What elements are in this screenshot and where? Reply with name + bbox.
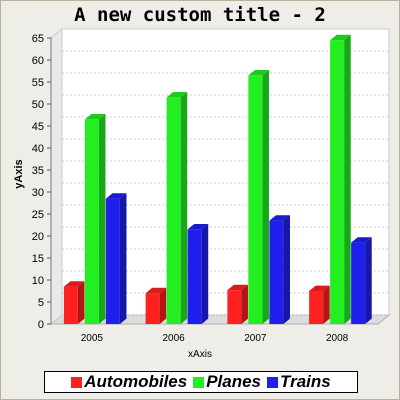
y-tick-label: 55 [32,77,44,89]
y-tick-label: 60 [32,55,44,67]
x-tick-label: 2008 [326,333,349,344]
bar-trains-2008 [351,237,372,324]
y-tick-label: 25 [32,209,44,221]
bar-planes-2007 [248,70,269,325]
bar-trains-2007 [269,215,290,324]
bar-planes-2006 [166,92,188,325]
y-tick-label: 15 [32,253,44,265]
bar-automobiles-2007 [227,284,248,324]
bar-automobiles-2008 [309,285,330,324]
y-tick-label: 45 [32,121,44,133]
legend-label-trains: Trains [280,372,331,391]
x-tick-label: 2007 [244,333,267,344]
chart-title: A new custom title - 2 [74,4,326,26]
legend-label-planes: Planes [206,372,262,391]
bar-trains-2006 [187,224,209,324]
legend-swatch-planes [193,376,205,388]
y-tick-label: 10 [32,275,44,287]
bar-planes-2008 [330,34,351,325]
legend-item-planes: Planes [193,372,261,392]
bar-planes-2005 [84,114,106,325]
legend: Automobiles Planes Trains [44,371,358,393]
legend-swatch-trains [267,376,279,388]
y-tick-label: 50 [32,99,44,111]
bar-trains-2005 [105,193,127,324]
x-tick-label: 2005 [81,333,104,344]
y-tick-label: 30 [32,187,44,199]
legend-label-automobiles: Automobiles [84,372,188,391]
legend-swatch-automobiles [71,376,83,388]
bar-automobiles-2006 [145,287,167,324]
plot-side-wall [50,27,63,326]
y-tick-label: 5 [38,297,44,309]
bar-automobiles-2005 [63,281,85,324]
legend-item-automobiles: Automobiles [71,372,187,392]
x-axis-label: xAxis [188,349,212,360]
y-tick-label: 35 [32,165,44,177]
legend-item-trains: Trains [267,372,331,392]
y-tick-label: 0 [38,319,44,331]
y-tick-label: 65 [32,33,44,45]
x-tick-label: 2006 [163,333,186,344]
y-tick-label: 40 [32,143,44,155]
y-tick-label: 20 [32,231,44,243]
